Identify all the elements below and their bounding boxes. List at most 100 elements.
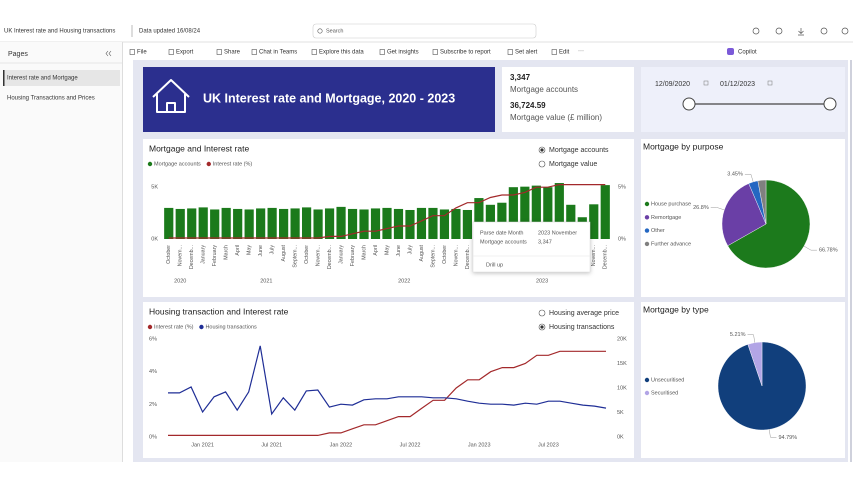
kpi-label: Mortgage accounts: [510, 85, 578, 94]
x-tick-label: May: [247, 245, 253, 255]
x-tick-label: Novem...: [453, 245, 459, 266]
data-updated[interactable]: Data updated 16/08/24: [139, 29, 201, 35]
radio-button[interactable]: [538, 160, 546, 168]
bar: [210, 209, 220, 239]
x-tick-label: Novem...: [178, 245, 184, 266]
bar: [405, 209, 415, 239]
date-slicer: [641, 67, 845, 132]
line-series: [168, 184, 606, 239]
radio-label[interactable]: Housing transactions: [549, 324, 615, 331]
account-icon[interactable]: [841, 27, 849, 35]
radio-label[interactable]: Housing average price: [549, 310, 619, 317]
x-tick-label: February: [350, 245, 356, 267]
pie-slice: [757, 179, 767, 225]
y-tick-label: 4%: [149, 369, 157, 375]
x-tick-label: August: [281, 244, 287, 261]
bar: [164, 207, 174, 239]
slicer-end[interactable]: 01/12/2023: [720, 81, 755, 88]
download-icon[interactable]: [798, 28, 804, 36]
legend-marker: [644, 215, 650, 220]
calendar-icon[interactable]: [767, 80, 773, 86]
x-tick-label: Novem...: [315, 245, 321, 266]
tooltip: [472, 221, 591, 273]
tooltip-action[interactable]: Drill up: [486, 262, 503, 268]
legend-label: Interest rate (%): [213, 161, 253, 167]
search-placeholder[interactable]: Search: [326, 28, 343, 34]
scrollbar: [850, 60, 852, 462]
copilot-button[interactable]: Copilot: [738, 50, 757, 56]
leader-line: [710, 207, 725, 211]
page-tab[interactable]: Interest rate and Mortgage: [7, 76, 78, 82]
slicer-start[interactable]: 12/09/2020: [655, 81, 690, 88]
bar: [301, 207, 312, 239]
pages-heading: Pages: [8, 51, 28, 58]
pie-slice: [727, 179, 811, 269]
year-label: 2021: [260, 278, 272, 284]
calendar-icon[interactable]: [703, 80, 709, 86]
toolbar-button[interactable]: Get insights: [387, 50, 419, 56]
x-tick-label: Novem...: [591, 245, 597, 266]
x-tick-label: February: [212, 245, 218, 267]
toolbar-button[interactable]: Chat in Teams: [259, 50, 297, 56]
page-tab[interactable]: Housing Transactions and Prices: [7, 96, 95, 102]
bar: [382, 207, 392, 239]
toolbar-button[interactable]: Edit: [559, 50, 570, 56]
slider-handle[interactable]: [682, 97, 696, 111]
bar: [589, 204, 599, 239]
bar: [520, 186, 530, 239]
legend-label: House purchase: [651, 201, 691, 207]
header-card: [143, 67, 495, 132]
toolbar-icon: [251, 49, 257, 55]
x-tick-label: July: [270, 245, 276, 255]
toolbar-button[interactable]: Subscribe to report: [440, 50, 491, 56]
toolbar-button[interactable]: Share: [224, 50, 241, 56]
x-tick-label: June: [258, 245, 264, 257]
y2-tick-label: 5%: [618, 185, 626, 191]
toolbar-icon: [311, 49, 317, 55]
x-tick-label: Septem...: [430, 245, 436, 268]
x-tick-label: June: [396, 245, 402, 257]
more-button[interactable]: ···: [578, 49, 584, 55]
x-tick-label: Decemb...: [465, 245, 471, 269]
bar: [370, 208, 381, 239]
bar: [497, 202, 507, 239]
report-title: UK Interest rate and Housing transaction…: [4, 29, 115, 35]
leader-line: [747, 334, 756, 343]
kpi-value: 36,724.59: [510, 101, 546, 110]
tooltip-value: 3,347: [538, 239, 552, 245]
radio-button[interactable]: [538, 309, 546, 317]
y-tick-label: 5K: [151, 185, 158, 191]
tooltip-value: 2023 November: [538, 230, 577, 236]
search-box[interactable]: [312, 23, 537, 39]
y2-tick-label: 0K: [617, 434, 624, 440]
y2-tick-label: 5K: [617, 410, 624, 416]
copilot-icon: [727, 48, 734, 55]
radio-label[interactable]: Mortgage accounts: [549, 147, 609, 154]
toolbar-button[interactable]: File: [137, 50, 147, 56]
toolbar-button[interactable]: Explore this data: [319, 50, 364, 56]
notification-icon[interactable]: [752, 27, 760, 35]
x-tick-label: Decemb...: [189, 245, 195, 269]
help-icon[interactable]: [820, 27, 828, 35]
collapse-icon[interactable]: [105, 50, 112, 57]
x-tick-label: Jul 2022: [400, 442, 421, 448]
legend-label: Mortgage accounts: [154, 161, 201, 167]
legend-marker: [206, 161, 211, 167]
slider-handle[interactable]: [823, 97, 837, 111]
settings-icon[interactable]: [775, 27, 783, 35]
year-label: 2022: [398, 278, 410, 284]
toolbar-icon: [551, 49, 557, 55]
y-tick-label: 0%: [149, 434, 157, 440]
year-label: 2023: [536, 278, 548, 284]
bar: [267, 207, 277, 239]
toolbar-button[interactable]: Set alert: [515, 50, 538, 56]
tooltip-field: Parse date Month: [480, 230, 523, 236]
radio-label[interactable]: Mortgage value: [549, 161, 597, 168]
x-tick-label: Jul 2021: [261, 442, 282, 448]
legend-marker: [644, 390, 650, 396]
toolbar-button[interactable]: Export: [176, 50, 194, 56]
x-tick-label: Jan 2023: [468, 442, 491, 448]
legend-label: Other: [651, 228, 665, 234]
y-tick-label: 6%: [149, 336, 157, 342]
